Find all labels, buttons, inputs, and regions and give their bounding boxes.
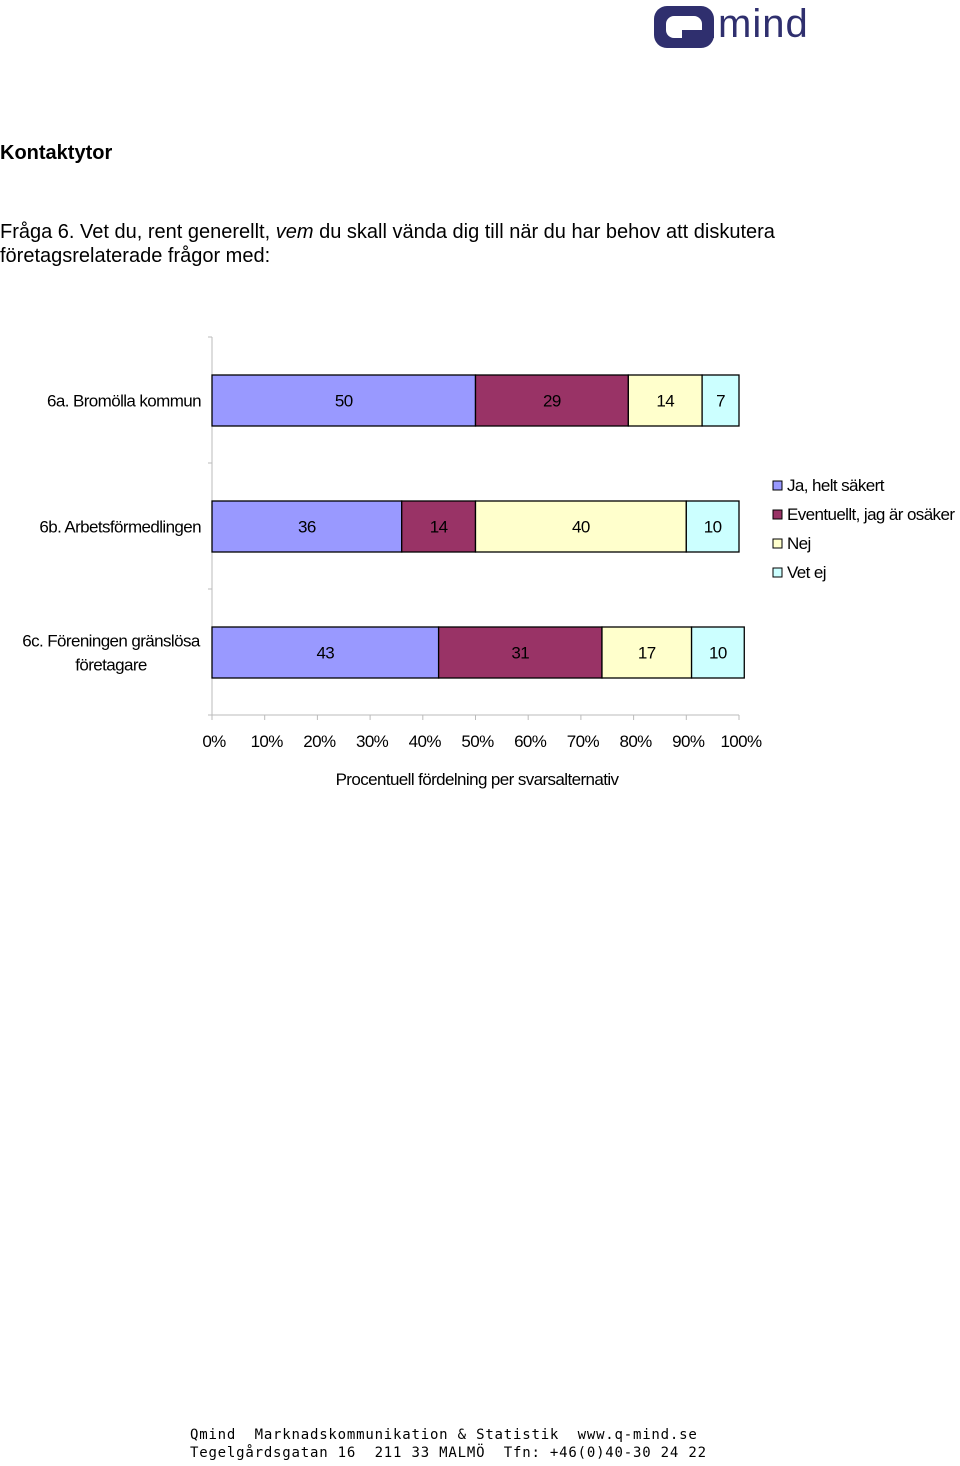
x-tick-label: 100% <box>720 732 762 751</box>
bar-segment-3-4 <box>690 626 745 679</box>
x-tick-label: 60% <box>514 732 547 751</box>
x-axis-title: Procentuell fördelning per svarsalternat… <box>336 770 620 789</box>
data-label: 10 <box>704 518 722 537</box>
x-tick-label: 10% <box>251 732 284 751</box>
legend-swatch-4 <box>772 567 783 578</box>
logo-text: mind <box>718 2 809 46</box>
q-logo-icon <box>654 6 714 48</box>
footer-line-2: Tegelgårdsgatan 16 211 33 MALMÖ Tfn: +46… <box>190 1445 707 1461</box>
legend-label: Vet ej <box>787 563 826 582</box>
data-label: 7 <box>716 392 725 411</box>
data-label: 29 <box>543 392 561 411</box>
data-label: 17 <box>638 644 656 663</box>
legend-swatch-1 <box>772 480 783 491</box>
legend-swatch-3 <box>772 538 783 549</box>
data-label: 36 <box>298 518 316 537</box>
category-label: 6a. Bromölla kommun <box>47 392 201 411</box>
x-tick-label: 40% <box>409 732 442 751</box>
bar-segment-2-3 <box>474 500 687 553</box>
data-label: 14 <box>430 518 448 537</box>
data-label: 43 <box>316 644 334 663</box>
bar-segment-1-2 <box>474 374 629 427</box>
question-emphasis: vem <box>275 221 314 243</box>
x-tick-label: 90% <box>672 732 705 751</box>
data-label: 14 <box>656 392 674 411</box>
legend-swatch-2 <box>772 509 783 520</box>
data-label: 50 <box>335 392 353 411</box>
legend-label: Eventuellt, jag är osäker <box>787 505 955 524</box>
legend-label: Ja, helt säkert <box>787 476 885 495</box>
bar-segment-3-2 <box>437 626 603 679</box>
qmind-logo: mind <box>652 2 858 54</box>
bar-segment-2-1 <box>211 500 403 553</box>
question-part-2: du skall vända dig till när du har behov… <box>0 221 775 267</box>
x-tick-label: 30% <box>356 732 389 751</box>
question-text: Fråga 6. Vet du, rent generellt, vem du … <box>0 220 900 268</box>
bar-segment-3-3 <box>601 626 693 679</box>
x-tick-label: 20% <box>303 732 336 751</box>
x-tick-label: 50% <box>461 732 494 751</box>
x-tick-label: 0% <box>202 732 226 751</box>
bar-segment-2-4 <box>685 500 740 553</box>
x-tick-label: 80% <box>619 732 652 751</box>
x-tick-label: 70% <box>567 732 600 751</box>
stacked-bar-chart: 0% 10% 20% 30% 40% 50% 60% 70% 80% 90% 100% Procent… <box>22 336 956 789</box>
category-label: 6c. Föreningen gränslösa <box>22 632 201 651</box>
category-label: företagare <box>75 656 147 675</box>
question-part-1: Fråga 6. Vet du, rent generellt, <box>0 221 276 243</box>
data-label: 31 <box>511 644 529 663</box>
footer-line-1: Qmind Marknadskommunikation & Statistik … <box>190 1427 698 1443</box>
data-label: 10 <box>709 644 727 663</box>
bar-segment-1-3 <box>627 374 703 427</box>
bar-segment-1-4 <box>701 374 740 427</box>
bar-segment-2-2 <box>401 500 477 553</box>
bar-segment-1-1 <box>211 374 477 427</box>
bar-segment-3-1 <box>211 626 440 679</box>
data-label: 40 <box>572 518 590 537</box>
legend-label: Nej <box>787 534 811 553</box>
section-title: Kontaktytor <box>0 142 113 164</box>
category-label: 6b. Arbetsförmedlingen <box>39 518 201 537</box>
